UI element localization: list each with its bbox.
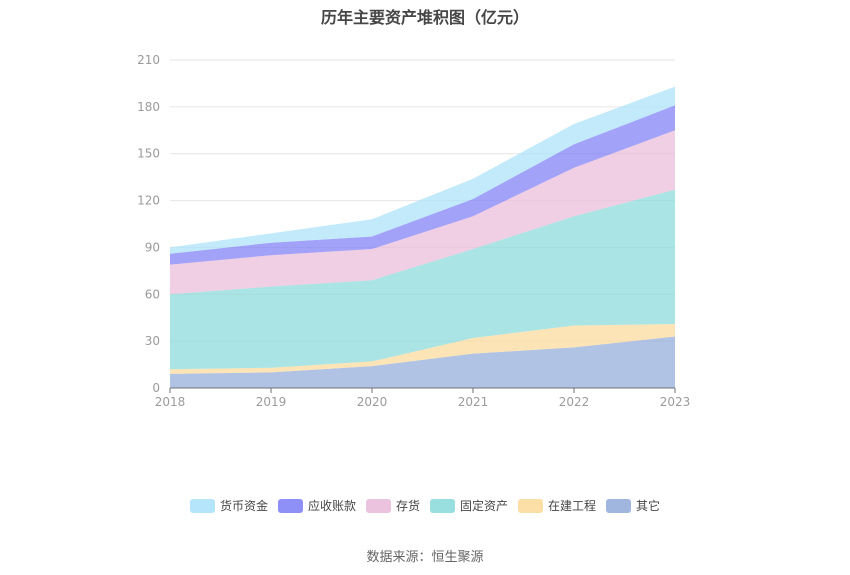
y-tick-label: 180 [137,100,160,114]
legend-item-存货[interactable]: 存货 [366,498,420,513]
legend-label: 在建工程 [548,498,596,513]
x-tick-label: 2021 [458,395,489,409]
legend-item-在建工程[interactable]: 在建工程 [518,498,596,513]
area-series-应收账款 [170,105,675,265]
legend-item-应收账款[interactable]: 应收账款 [278,498,356,513]
legend[interactable]: 货币资金 应收账款 存货 固定资产 在建工程 其它 [190,498,660,513]
y-tick-label: 0 [152,381,160,395]
chart-title: 历年主要资产堆积图（亿元） [320,8,529,27]
x-tick-label: 2023 [660,395,691,409]
x-tick-label: 2022 [559,395,590,409]
legend-swatch [430,499,455,513]
legend-swatch [606,499,631,513]
y-tick-label: 120 [137,194,160,208]
axes: 0 30 60 90 120 150 180 210 2018 2019 2020 2021 2022 2… [137,53,690,409]
legend-item-固定资产[interactable]: 固定资产 [430,498,508,513]
y-tick-label: 150 [137,147,160,161]
legend-label: 其它 [636,498,660,513]
x-tick-label: 2018 [155,395,186,409]
y-tick-label: 90 [145,240,160,254]
x-tick-label: 2020 [357,395,388,409]
legend-label: 货币资金 [220,498,268,513]
legend-item-货币资金[interactable]: 货币资金 [190,498,268,513]
y-tick-label: 60 [145,287,160,301]
legend-swatch [366,499,391,513]
y-tick-label: 30 [145,334,160,348]
legend-label: 固定资产 [460,498,508,513]
area-series [170,86,675,388]
y-tick-label: 210 [137,53,160,67]
legend-swatch [278,499,303,513]
source-text: 数据来源：恒生聚源 [366,550,484,565]
legend-label: 应收账款 [308,498,356,513]
legend-swatch [518,499,543,513]
x-tick-label: 2019 [256,395,287,409]
legend-swatch [190,499,215,513]
area-series-固定资产 [170,189,675,370]
area-series-存货 [170,130,675,295]
legend-label: 存货 [396,498,420,513]
area-series-在建工程 [170,324,675,374]
area-series-其它 [170,336,675,388]
legend-item-其它[interactable]: 其它 [606,498,660,513]
